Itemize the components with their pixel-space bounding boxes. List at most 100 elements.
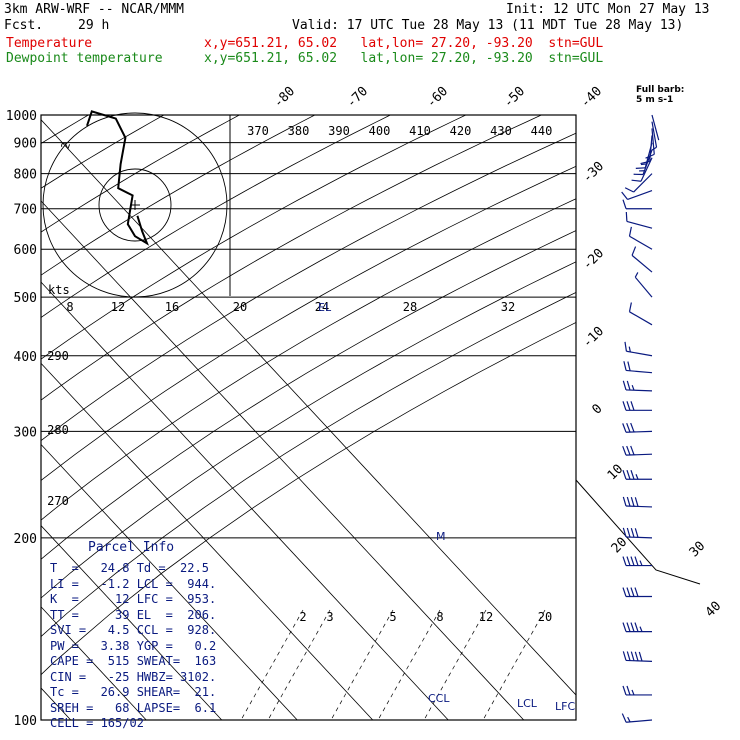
wind-barb: [624, 341, 653, 357]
wind-barb-flag: [630, 622, 635, 632]
valid-time: Valid: 17 UTC Tue 28 May 13 (11 MDT Tue …: [292, 18, 684, 33]
wind-barb-flag: [631, 246, 637, 256]
isotherm-top-label: -60: [424, 84, 451, 111]
wind-barb-half-flag: [635, 474, 639, 480]
annotation-lfc: LFC: [555, 700, 575, 713]
wind-barb-flag: [630, 422, 635, 433]
wind-barb-staff: [631, 254, 653, 273]
wind-barb-staff: [625, 659, 653, 662]
hodograph-ring: [42, 112, 228, 298]
wind-barb-staff: [651, 114, 660, 141]
wind-barb-flag: [622, 651, 627, 661]
isotherm-line: [41, 119, 576, 696]
hodograph-speed-label-12: 12: [111, 300, 125, 314]
theta-label-410: 410: [409, 124, 431, 138]
theta-label-400: 400: [369, 124, 391, 138]
wind-barb-staff: [625, 505, 653, 508]
wind-barb-half-flag: [640, 163, 647, 166]
wind-barb: [623, 361, 653, 374]
hodograph-speed-label-28: 28: [403, 300, 417, 314]
isotherm-right-label: 40: [703, 599, 725, 621]
dry-adiabat-line: [41, 115, 165, 189]
wind-barb-staff: [625, 453, 653, 456]
mixing-ratio-line: [482, 609, 546, 720]
wind-barb-flag: [622, 401, 627, 411]
init-time: Init: 12 UTC Mon 27 May 13: [506, 2, 710, 17]
annotation-m: M: [436, 530, 446, 543]
hodograph-speed-label-20: 20: [233, 300, 247, 314]
plot-frame: [40, 114, 577, 721]
isotherm-line: [41, 606, 147, 720]
parcel-info-row: Tc = 26.9 SHEAR= 21.: [50, 685, 217, 699]
theta-label-380: 380: [288, 124, 310, 138]
annotation-el: EL: [318, 301, 332, 314]
dry-adiabat-line: [41, 115, 241, 233]
wind-barb-flag: [622, 556, 627, 566]
pressure-label-700: 700: [14, 203, 37, 218]
annotation-ccl: CCL: [428, 692, 450, 705]
wind-barb-flag: [630, 587, 635, 597]
wind-barb-staff: [629, 235, 653, 250]
wind-barb-flag: [628, 226, 632, 237]
wind-barb-flag: [634, 587, 639, 597]
forecast-label: Fcst.: [4, 18, 44, 33]
parcel-info-title: Parcel Info: [88, 540, 175, 555]
pressure-label-200: 200: [14, 532, 37, 547]
wind-barb-key-units: 5 m s-1: [636, 95, 674, 105]
dewpoint-legend-label: Dewpoint temperature: [6, 51, 163, 66]
wind-barb-flag: [622, 587, 627, 597]
parcel-info-row: CAPE = 515 SWEAT= 163: [50, 654, 217, 668]
wind-barb-flag: [630, 651, 635, 661]
mixing-ratio-line: [330, 609, 394, 720]
wind-barb-flag: [622, 199, 627, 209]
isotherm-right-label: -20: [580, 246, 607, 273]
isotherm-line: [41, 362, 374, 720]
wind-barb: [628, 226, 653, 250]
wind-barb: [633, 149, 653, 176]
wind-barb-staff: [651, 121, 658, 148]
parcel-info-row: K = 12 LFC = 953.: [50, 592, 217, 606]
wind-barb-flag: [626, 445, 631, 456]
dewpoint-legend-info: x,y=651.21, 65.02 lat,lon= 27.20, -93.20…: [204, 51, 604, 66]
wind-barb-flag: [622, 685, 627, 696]
wind-barb: [651, 114, 660, 141]
wind-barb: [622, 587, 652, 598]
wind-barb-flag: [622, 470, 627, 480]
wind-barb-half-flag: [639, 626, 643, 632]
wind-barb-staff: [625, 536, 653, 539]
parcel-info-row: SREH = 68 LAPSE= 6.1: [50, 700, 217, 715]
hodograph-trace: [86, 110, 150, 246]
mixing-ratio-label-2: 2: [299, 610, 306, 624]
wind-barb-flag: [622, 423, 627, 433]
dry-adiabat-line: [41, 165, 576, 481]
parcel-info-row: PW = 3.38 YGP = 0.2: [50, 638, 217, 653]
wind-barb-flag: [626, 527, 631, 538]
wind-barb-flag: [630, 556, 635, 566]
theta-lower-label: 280: [47, 423, 69, 437]
hodograph-units: kts: [48, 283, 70, 297]
wind-barb-flag: [622, 446, 627, 456]
parcel-info-row: CIN = -25 HWBZ= 3102.: [50, 669, 217, 684]
theta-label-440: 440: [531, 124, 553, 138]
wind-barb-staff: [640, 157, 653, 182]
wind-barb-flag: [621, 713, 627, 723]
wind-barb-flag: [630, 527, 635, 538]
wind-barb-flag: [621, 191, 629, 200]
mixing-ratio-label-12: 12: [479, 610, 493, 624]
mixing-ratio-line: [423, 609, 487, 720]
wind-barb-staff: [642, 149, 653, 175]
mixing-ratio-line: [267, 609, 331, 720]
wind-barb-half-flag: [634, 272, 639, 278]
wind-barb-flag: [627, 361, 631, 371]
wind-barb: [621, 713, 653, 723]
dry-adiabat-line: [41, 261, 576, 599]
isotherm-top-label: -40: [578, 84, 605, 111]
isotherm-line: [41, 200, 525, 720]
wind-barb-staff: [651, 128, 655, 155]
theta-lower-label: 290: [47, 349, 69, 363]
dry-adiabat-line: [0, 102, 34, 720]
wind-barb-flag: [626, 470, 631, 480]
wind-barb-flag: [622, 527, 627, 538]
hodograph-label: 2: [59, 140, 74, 151]
